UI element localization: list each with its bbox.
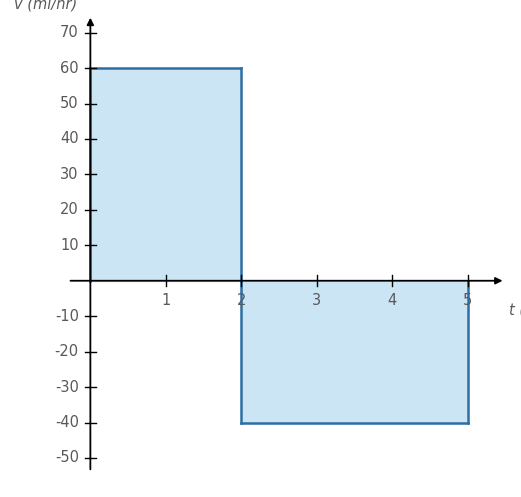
Text: -40: -40: [55, 415, 79, 430]
Text: t (hours): t (hours): [509, 303, 521, 318]
Text: 3: 3: [312, 293, 321, 308]
Text: 10: 10: [60, 238, 79, 253]
Text: 50: 50: [60, 96, 79, 111]
Text: 60: 60: [60, 61, 79, 76]
Polygon shape: [90, 68, 241, 281]
Text: -10: -10: [55, 309, 79, 324]
Text: 30: 30: [60, 167, 79, 182]
Text: v (mi/hr): v (mi/hr): [14, 0, 77, 11]
Text: 20: 20: [60, 202, 79, 217]
Text: 2: 2: [237, 293, 246, 308]
Text: -50: -50: [55, 450, 79, 466]
Text: 40: 40: [60, 132, 79, 147]
Text: 5: 5: [463, 293, 472, 308]
Polygon shape: [241, 281, 468, 422]
Text: -20: -20: [55, 344, 79, 359]
Text: -30: -30: [55, 380, 79, 395]
Text: 1: 1: [161, 293, 170, 308]
Text: 70: 70: [60, 25, 79, 40]
Text: 4: 4: [388, 293, 397, 308]
